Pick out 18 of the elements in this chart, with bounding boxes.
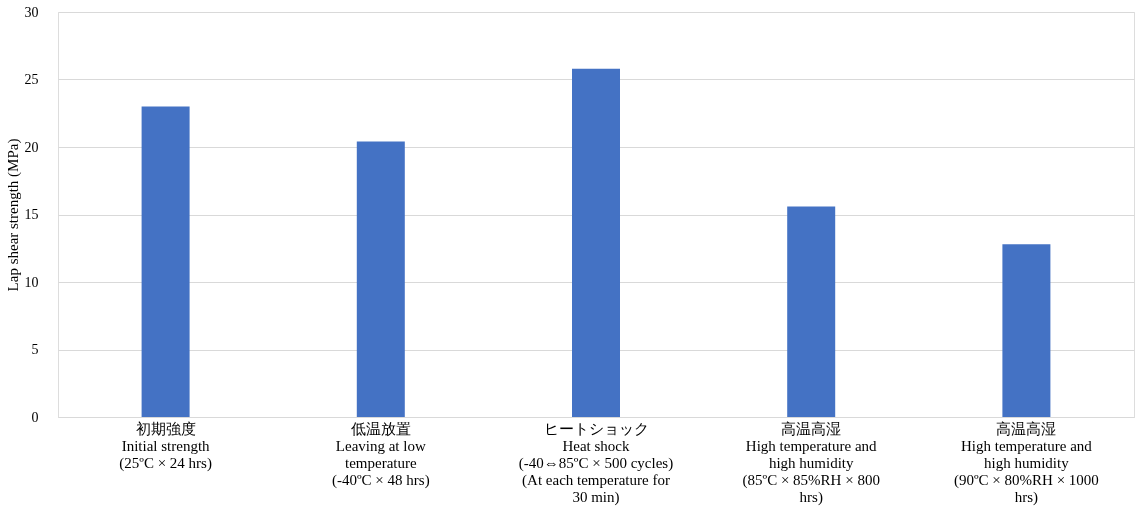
y-tick-label: 20 [24,139,39,155]
bar [141,106,190,417]
bar [787,206,836,417]
x-tick-label: 低温放置 Leaving at low temperature (-40ºC × 48 hrs) [331,420,430,489]
bar [572,68,620,417]
x-tick-label: 高温高湿 High temperature and high humidity (90ºC × 80%RH × 1000 hrs) [953,420,1099,506]
y-tick-label: 10 [24,274,39,290]
bar [1002,244,1051,417]
y-tick-label: 30 [24,4,39,20]
x-tick-label: ヒートショック Heat shock (-40⇔85ºC × 500 cycles) (At each temperature for 30 min) [518,420,674,506]
x-tick-label: 高温高湿 High temperature and high humidity (85ºC × 85%RH × 800 hrs) [742,420,880,506]
x-tick-label: 初期強度 Initial strength (25ºC × 24 hrs) [119,420,212,472]
y-tick-label: 5 [31,342,39,357]
y-axis-title: Lap shear strength (MPa) [4,138,22,292]
y-tick-label: 15 [24,207,39,222]
y-tick-label: 0 [31,409,39,425]
y-tick-label: 25 [24,72,39,87]
bar [356,141,405,417]
